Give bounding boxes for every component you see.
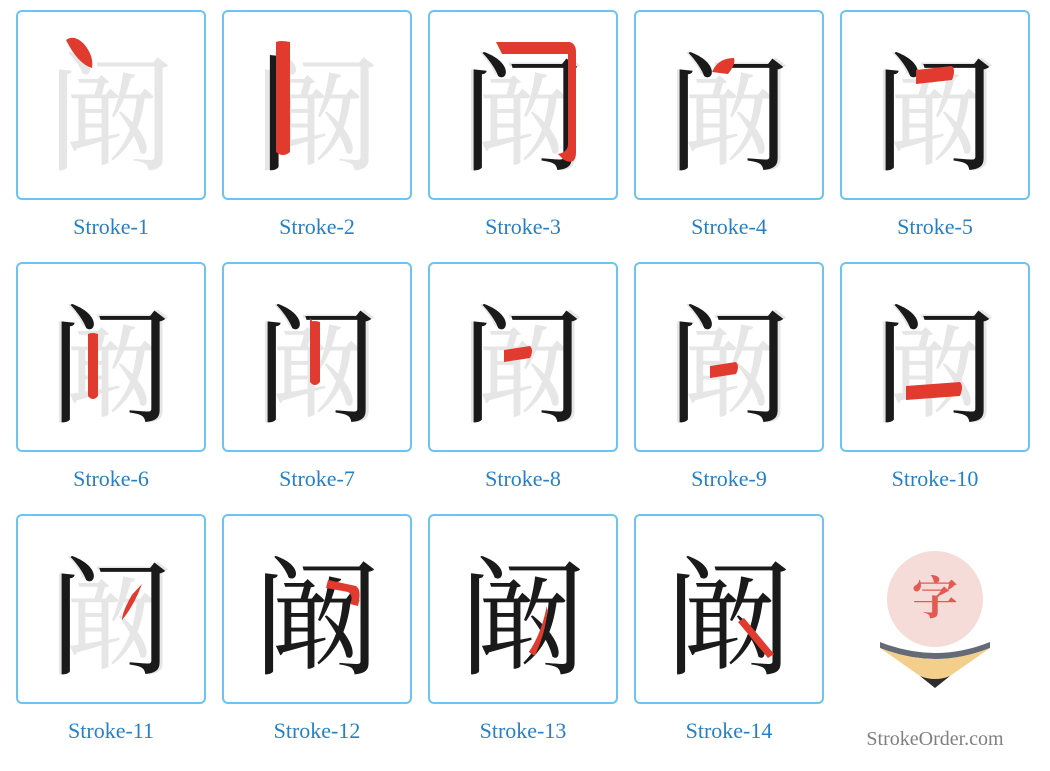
stroke-tile: 阚阚 — [428, 514, 618, 704]
red-stroke — [242, 534, 392, 684]
stroke-caption: Stroke-6 — [73, 466, 149, 492]
stroke-tile: 阚 — [634, 514, 824, 704]
stroke-cell: 阚门 Stroke-3 — [426, 10, 620, 256]
stroke-caption: Stroke-13 — [480, 718, 567, 744]
stroke-cell: 阚门 Stroke-11 — [14, 514, 208, 760]
red-stroke — [654, 534, 804, 684]
stroke-cell: 阚门 Stroke-10 — [838, 262, 1032, 508]
red-stroke — [448, 30, 598, 180]
stroke-cell: 阚 Stroke-14 — [632, 514, 826, 760]
stroke-caption: Stroke-12 — [274, 718, 361, 744]
stroke-caption: Stroke-2 — [279, 214, 355, 240]
red-stroke — [448, 534, 598, 684]
stroke-tile: 阚门 — [222, 262, 412, 452]
stroke-caption: Stroke-8 — [485, 466, 561, 492]
stroke-tile: 阚门 — [840, 10, 1030, 200]
stroke-caption: Stroke-11 — [68, 718, 154, 744]
stroke-tile: 阚门 — [634, 10, 824, 200]
red-stroke — [242, 282, 392, 432]
red-stroke — [860, 30, 1010, 180]
stroke-cell: 阚门 Stroke-7 — [220, 262, 414, 508]
red-stroke — [36, 30, 186, 180]
stroke-cell: 阚门 Stroke-4 — [632, 10, 826, 256]
stroke-caption: Stroke-1 — [73, 214, 149, 240]
stroke-caption: Stroke-14 — [686, 718, 773, 744]
red-stroke — [36, 282, 186, 432]
stroke-cell: 阚门 Stroke-9 — [632, 262, 826, 508]
stroke-tile: 阚阚 — [222, 514, 412, 704]
stroke-cell: 阚阚 Stroke-12 — [220, 514, 414, 760]
site-label: StrokeOrder.com — [866, 728, 1003, 751]
stroke-tile: 阚门 — [16, 514, 206, 704]
red-stroke — [654, 30, 804, 180]
stroke-tile: 阚门 — [428, 10, 618, 200]
stroke-tile: 阚门 — [16, 262, 206, 452]
stroke-caption: Stroke-4 — [691, 214, 767, 240]
red-stroke — [448, 282, 598, 432]
red-stroke — [242, 30, 392, 180]
stroke-caption: Stroke-5 — [897, 214, 973, 240]
stroke-cell: 阚阚 Stroke-13 — [426, 514, 620, 760]
stroke-cell: 阚 Stroke-1 — [14, 10, 208, 256]
stroke-tile: 阚丨 — [222, 10, 412, 200]
site-logo: 字 — [840, 524, 1030, 714]
stroke-caption: Stroke-9 — [691, 466, 767, 492]
stroke-cell: 阚丨 Stroke-2 — [220, 10, 414, 256]
stroke-grid: 阚Stroke-1阚丨Stroke-2阚门Stroke-3阚门Stroke-4阚… — [14, 10, 1036, 760]
logo-cell: 字 StrokeOrder.com — [838, 514, 1032, 760]
logo-glyph: 字 — [912, 562, 958, 628]
stroke-cell: 阚门 Stroke-5 — [838, 10, 1032, 256]
stroke-caption: Stroke-10 — [892, 466, 979, 492]
red-stroke — [36, 534, 186, 684]
stroke-tile: 阚门 — [840, 262, 1030, 452]
stroke-caption: Stroke-7 — [279, 466, 355, 492]
stroke-tile: 阚 — [16, 10, 206, 200]
stroke-tile: 阚门 — [428, 262, 618, 452]
stroke-tile: 阚门 — [634, 262, 824, 452]
stroke-caption: Stroke-3 — [485, 214, 561, 240]
stroke-cell: 阚门 Stroke-6 — [14, 262, 208, 508]
stroke-cell: 阚门 Stroke-8 — [426, 262, 620, 508]
red-stroke — [860, 282, 1010, 432]
red-stroke — [654, 282, 804, 432]
